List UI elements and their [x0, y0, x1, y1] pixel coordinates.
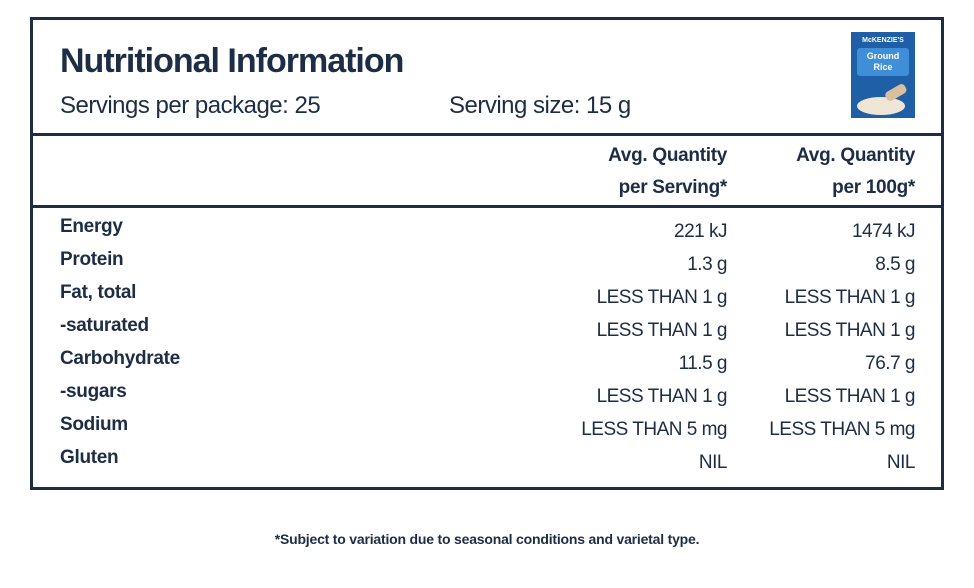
product-name: Ground	[867, 51, 900, 61]
row-label: Sodium	[60, 414, 128, 435]
row-label: Protein	[60, 249, 124, 270]
label-bg	[857, 48, 909, 76]
row-value: 1.3 g	[687, 254, 727, 275]
row-label: -sugars	[60, 381, 127, 402]
column-header: per 100g*	[832, 177, 915, 198]
row-value: LESS THAN 1 g	[596, 320, 728, 341]
row-value: LESS THAN 1 g	[596, 386, 728, 407]
footnote: *Subject to variation due to seasonal co…	[274, 531, 700, 547]
product-name: Rice	[873, 62, 892, 72]
row-value: LESS THAN 1 g	[596, 287, 728, 308]
row-value: LESS THAN 1 g	[784, 386, 916, 407]
title: Nutritional Information	[60, 42, 404, 80]
column-header: per Serving*	[618, 177, 728, 198]
row-value: 76.7 g	[865, 353, 915, 374]
column-header: Avg. Quantity	[796, 145, 915, 166]
scoop	[885, 84, 907, 101]
row-value: 11.5 g	[678, 353, 728, 374]
divider	[33, 205, 941, 208]
row-label: Fat, total	[60, 282, 137, 303]
row-label: -saturated	[60, 315, 149, 336]
row-value: NIL	[886, 452, 916, 473]
row-value: LESS THAN 5 mg	[581, 419, 727, 440]
column-header: Avg. Quantity	[608, 145, 727, 166]
row-value: NIL	[698, 452, 728, 473]
nutrition-panel: Nutritional Information Servings per pac…	[30, 17, 944, 490]
brand: McKENZIE'S	[862, 37, 904, 44]
row-value: 1474 kJ	[851, 221, 916, 242]
product-image: McKENZIE'S Ground Rice	[851, 32, 915, 118]
row-label: Gluten	[60, 447, 119, 468]
row-value: LESS THAN 5 mg	[769, 419, 915, 440]
rice	[857, 97, 905, 115]
divider	[33, 133, 941, 136]
servings: Servings per package: 25	[60, 92, 321, 119]
serving-size: Serving size: 15 g	[449, 92, 631, 119]
row-value: 8.5 g	[875, 254, 915, 275]
row-value: LESS THAN 1 g	[784, 287, 916, 308]
row-value: LESS THAN 1 g	[784, 320, 916, 341]
row-value: 221 kJ	[674, 221, 727, 242]
row-label: Energy	[60, 216, 123, 237]
row-label: Carbohydrate	[60, 348, 180, 369]
